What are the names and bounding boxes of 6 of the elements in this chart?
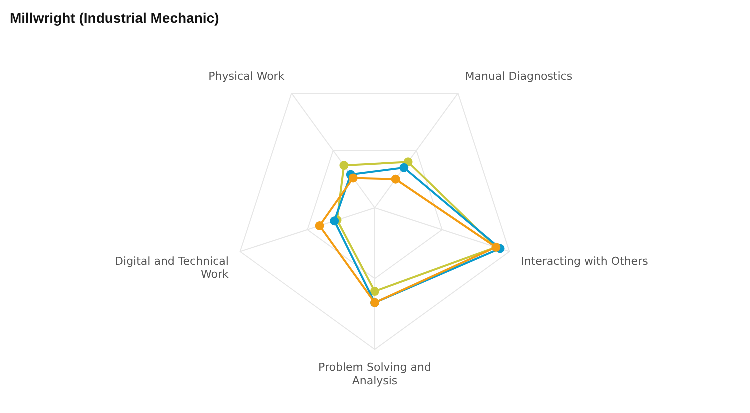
spoke-label: Digital and Technical Work: [115, 254, 230, 282]
spoke-label: Physical Work: [208, 70, 286, 83]
chart-title: Millwright (Industrial Mechanic): [10, 10, 220, 26]
spoke-label: Problem Solving and Analysis: [318, 361, 432, 388]
spoke-label: Interacting with Others: [521, 254, 649, 268]
spoke-label: Manual Diagnostics: [465, 70, 573, 83]
